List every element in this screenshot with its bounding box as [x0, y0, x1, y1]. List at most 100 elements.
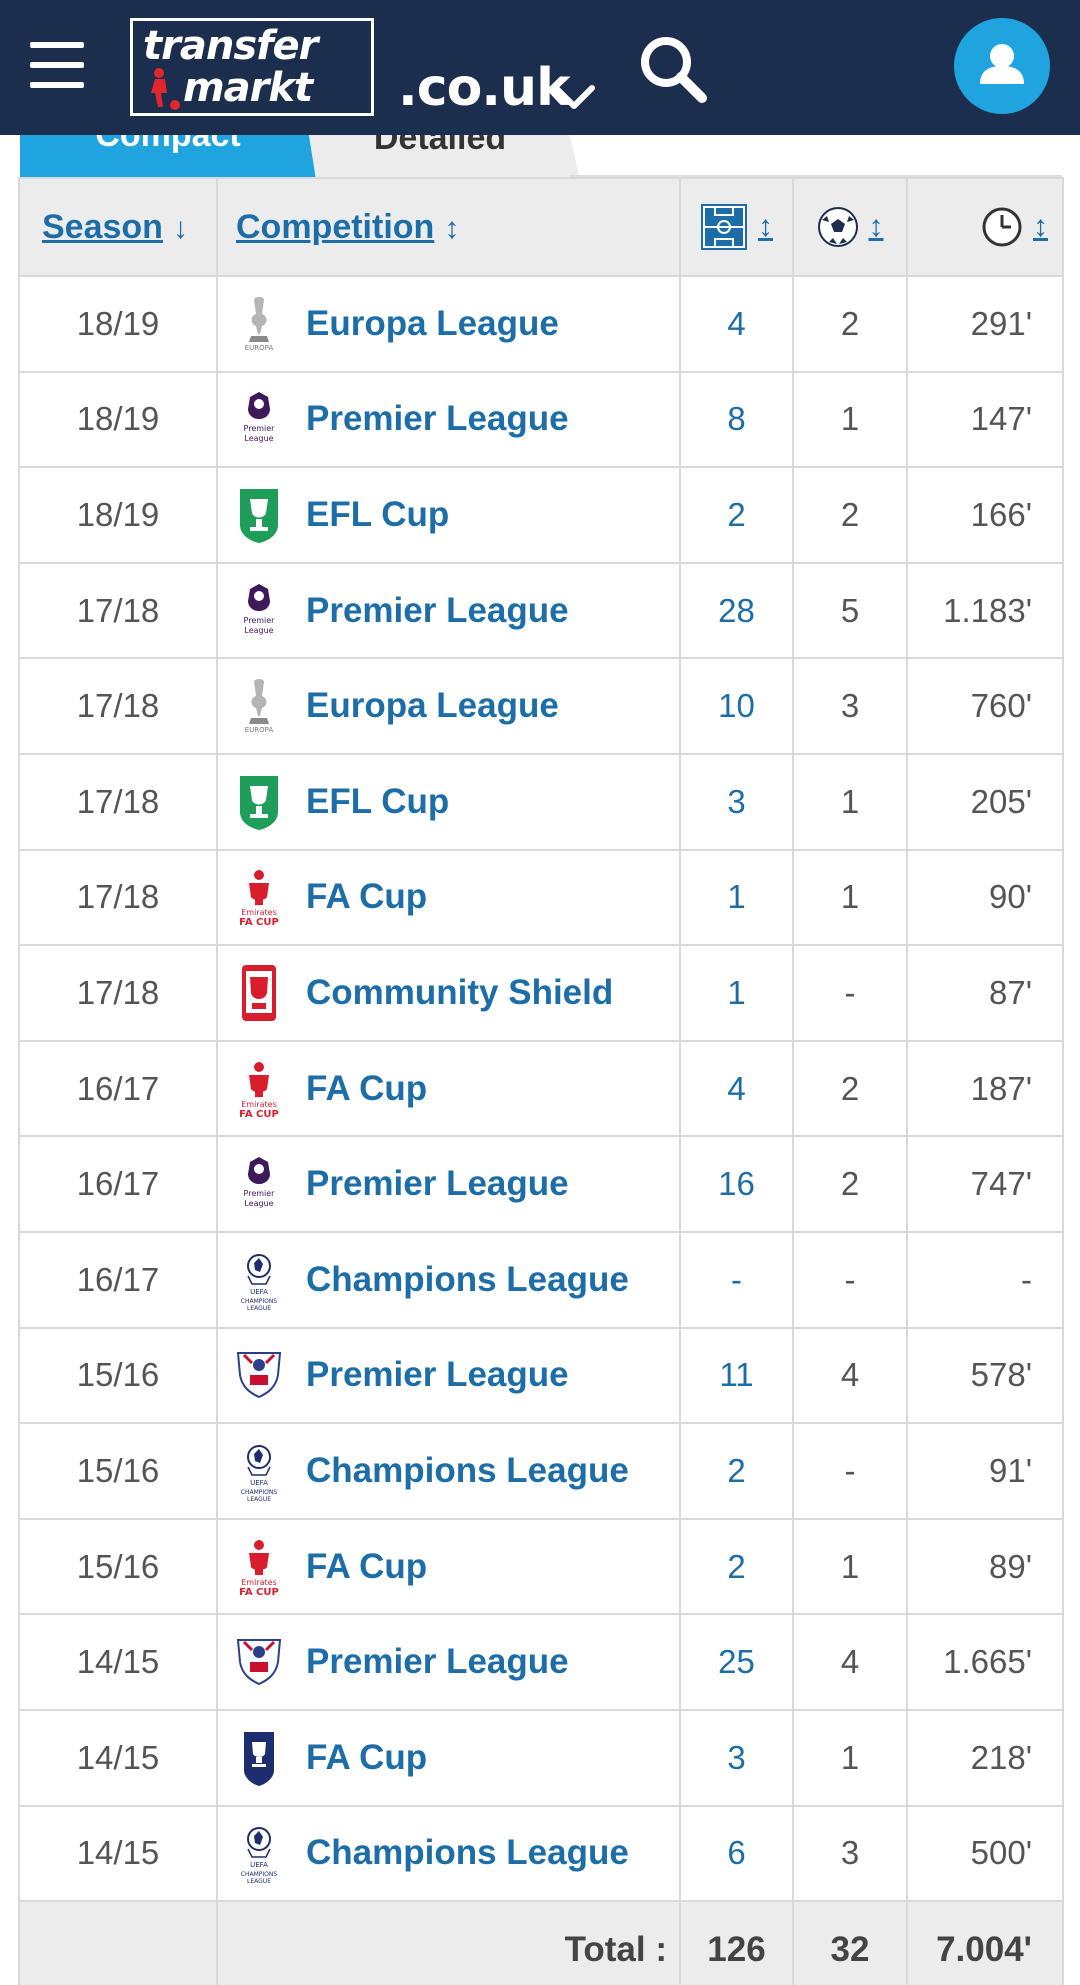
competition-sort-link[interactable]: Competition — [236, 207, 435, 246]
appearances-link[interactable]: 8 — [679, 370, 794, 469]
appearances-column-header[interactable]: ↕ — [679, 177, 794, 277]
svg-text:LEAGUE: LEAGUE — [247, 1496, 271, 1501]
fa-cup-old-icon[interactable] — [232, 1728, 286, 1788]
competition-link[interactable]: Europa League — [306, 303, 559, 343]
premier-league-icon[interactable]: Premier League — [232, 389, 286, 449]
competition-cell: EUROPA Europa League — [216, 657, 681, 755]
clock-icon — [982, 207, 1022, 247]
competition-link[interactable]: EFL Cup — [306, 781, 450, 821]
competition-link[interactable]: Europa League — [306, 686, 559, 726]
appearances-link[interactable]: 11 — [679, 1326, 794, 1425]
competition-link[interactable]: FA Cup — [306, 1068, 428, 1108]
user-account-button[interactable] — [954, 18, 1050, 114]
europa-league-icon[interactable]: EUROPA — [232, 294, 286, 354]
goals-cell: - — [792, 944, 908, 1042]
competition-link[interactable]: Premier League — [306, 1164, 569, 1204]
competition-column-header[interactable]: Competition ↕ — [216, 177, 681, 277]
appearances-link[interactable]: 2 — [679, 1517, 794, 1616]
appearances-link[interactable]: 4 — [679, 275, 794, 373]
competition-link[interactable]: FA Cup — [306, 1546, 428, 1586]
efl-cup-icon[interactable] — [232, 772, 286, 832]
appearances-link[interactable]: 25 — [679, 1613, 794, 1711]
menu-icon[interactable] — [30, 42, 84, 90]
competition-cell: Emirates FA CUP FA Cup — [216, 1039, 681, 1138]
competition-cell: Premier League Premier League — [216, 370, 681, 469]
appearances-link[interactable]: 3 — [679, 752, 794, 851]
competition-link[interactable]: Premier League — [306, 399, 569, 439]
efl-cup-icon[interactable] — [232, 485, 286, 545]
season-cell: 15/16 — [18, 1422, 218, 1520]
appearances-link[interactable]: 2 — [679, 1422, 794, 1520]
minutes-cell: 218' — [906, 1708, 1064, 1807]
domain-selector[interactable]: .co.uk — [398, 58, 571, 118]
season-column-header[interactable]: Season ↓ — [18, 177, 218, 277]
premier-league-old-icon[interactable] — [232, 1345, 286, 1405]
appearances-link[interactable]: 4 — [679, 1039, 794, 1138]
sort-down-icon[interactable]: ↓ — [172, 211, 188, 245]
competition-link[interactable]: EFL Cup — [306, 494, 450, 534]
performance-table: Season ↓ Competition ↕ ↕ — [18, 177, 1064, 1985]
champions-league-icon[interactable]: UEFA CHAMPIONS LEAGUE — [232, 1441, 286, 1503]
appearances-link[interactable]: 16 — [679, 1135, 794, 1233]
table-row: 16/17 Premier League Premier League 16 2 747' — [18, 1135, 1064, 1233]
transfermarkt-logo[interactable]: transfer markt — [130, 18, 374, 116]
competition-cell: Emirates FA CUP FA Cup — [216, 1517, 681, 1616]
goals-cell: 3 — [792, 657, 908, 755]
sort-updown-icon[interactable]: ↕ — [1033, 209, 1048, 243]
competition-link[interactable]: Champions League — [306, 1450, 629, 1490]
sort-updown-icon[interactable]: ↕ — [758, 209, 773, 243]
svg-text:CHAMPIONS: CHAMPIONS — [241, 1298, 278, 1305]
search-icon[interactable] — [636, 32, 710, 106]
competition-link[interactable]: Premier League — [306, 1642, 569, 1682]
table-row: 17/18 Premier League Premier League 28 5 1.183… — [18, 561, 1064, 660]
appearances-link[interactable]: 3 — [679, 1708, 794, 1807]
goals-column-header[interactable]: ↕ — [792, 177, 908, 277]
fa-cup-icon[interactable]: Emirates FA CUP — [232, 1059, 286, 1120]
svg-text:CHAMPIONS: CHAMPIONS — [241, 1489, 278, 1496]
chevron-down-icon[interactable] — [552, 82, 596, 112]
minutes-column-header[interactable]: ↕ — [906, 177, 1064, 277]
appearances-link[interactable]: 1 — [679, 944, 794, 1042]
total-minutes: 7.004' — [906, 1900, 1064, 1985]
community-shield-icon[interactable] — [232, 963, 286, 1023]
appearances-link[interactable]: 6 — [679, 1804, 794, 1903]
competition-link[interactable]: FA Cup — [306, 1737, 428, 1777]
season-sort-link[interactable]: Season — [42, 207, 163, 246]
premier-league-icon[interactable]: Premier League — [232, 1154, 286, 1214]
premier-league-old-icon[interactable] — [232, 1632, 286, 1692]
premier-league-icon[interactable]: Premier League — [232, 581, 286, 641]
svg-text:Premier: Premier — [244, 1189, 276, 1198]
competition-cell: Premier League Premier League — [216, 561, 681, 660]
table-row: 18/19 EFL Cup 2 2 166' — [18, 466, 1064, 564]
competition-cell: FA Cup — [216, 1708, 681, 1807]
goals-cell: 2 — [792, 275, 908, 373]
sort-updown-icon[interactable]: ↕ — [868, 209, 884, 243]
competition-cell: Emirates FA CUP FA Cup — [216, 848, 681, 947]
svg-text:UEFA: UEFA — [250, 1288, 268, 1296]
sort-updown-icon[interactable]: ↕ — [444, 211, 460, 245]
svg-text:League: League — [244, 1199, 273, 1208]
champions-league-icon[interactable]: UEFA CHAMPIONS LEAGUE — [232, 1250, 286, 1312]
competition-cell: EFL Cup — [216, 466, 681, 564]
competition-link[interactable]: Premier League — [306, 1355, 569, 1395]
minutes-cell: 89' — [906, 1517, 1064, 1616]
competition-cell: Premier League Premier League — [216, 1135, 681, 1233]
fa-cup-icon[interactable]: Emirates FA CUP — [232, 867, 286, 928]
goals-cell: 2 — [792, 466, 908, 564]
competition-link[interactable]: Premier League — [306, 590, 569, 630]
appearances-link[interactable]: 2 — [679, 466, 794, 564]
competition-link[interactable]: Champions League — [306, 1833, 629, 1873]
appearances-link[interactable]: 28 — [679, 561, 794, 660]
goals-cell: 1 — [792, 848, 908, 947]
competition-link[interactable]: Champions League — [306, 1259, 629, 1299]
competition-link[interactable]: FA Cup — [306, 877, 428, 917]
europa-league-icon[interactable]: EUROPA — [232, 676, 286, 736]
competition-link[interactable]: Community Shield — [306, 972, 614, 1012]
table-row: 14/15 FA Cup 3 1 218' — [18, 1708, 1064, 1807]
minutes-cell: 291' — [906, 275, 1064, 373]
season-cell: 18/19 — [18, 466, 218, 564]
champions-league-icon[interactable]: UEFA CHAMPIONS LEAGUE — [232, 1823, 286, 1885]
appearances-link[interactable]: 1 — [679, 848, 794, 947]
fa-cup-icon[interactable]: Emirates FA CUP — [232, 1537, 286, 1598]
appearances-link[interactable]: 10 — [679, 657, 794, 755]
